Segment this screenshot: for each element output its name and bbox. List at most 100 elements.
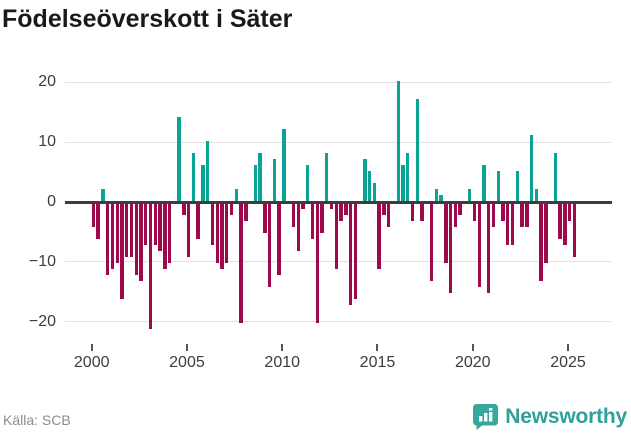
bar (282, 129, 286, 201)
bar (201, 165, 205, 201)
x-axis-tick (185, 344, 188, 351)
bar (339, 203, 343, 222)
x-axis-tick (376, 344, 379, 351)
bar (525, 203, 529, 228)
x-axis-tick (281, 344, 284, 351)
gridline (65, 141, 612, 143)
bar (448, 203, 453, 294)
y-axis-label: −20 (28, 312, 56, 330)
bar (482, 165, 486, 201)
bar (344, 203, 348, 216)
bar (501, 203, 505, 222)
bar (115, 203, 119, 264)
y-axis-label: 0 (47, 193, 56, 210)
bar (553, 153, 558, 201)
bar (139, 203, 143, 282)
bar (348, 203, 353, 306)
bar (158, 203, 162, 252)
bar (239, 203, 243, 324)
bar (186, 203, 191, 258)
bar (325, 153, 329, 201)
bar (263, 203, 267, 234)
bar (367, 171, 372, 201)
bar (220, 203, 224, 270)
bar (515, 171, 519, 201)
bar (225, 203, 229, 264)
gridline (65, 261, 612, 263)
bar (277, 203, 281, 276)
bar (453, 203, 458, 228)
bar (167, 203, 172, 264)
bar (125, 203, 129, 258)
bar (415, 99, 419, 201)
bar (110, 203, 115, 270)
y-axis-label: 10 (38, 133, 56, 151)
x-axis-year-label: 2020 (454, 354, 491, 371)
bar (410, 203, 415, 222)
source-label: Källa: SCB (3, 412, 71, 428)
x-axis-year-label: 2015 (359, 354, 396, 371)
bar (301, 203, 305, 210)
bar (320, 203, 324, 234)
bar (296, 203, 300, 252)
bar (396, 81, 400, 201)
bar (510, 203, 515, 246)
gridline (65, 81, 612, 83)
bar (406, 153, 410, 201)
bar (291, 203, 296, 228)
bar (315, 203, 319, 324)
y-axis-label: −10 (28, 252, 56, 270)
bar (258, 153, 262, 201)
bar (163, 203, 167, 270)
bar (244, 203, 248, 222)
gridline (65, 321, 612, 323)
bar (401, 165, 405, 201)
y-axis-label: 20 (38, 73, 56, 91)
newsworthy-logo: Newsworthy (472, 403, 627, 431)
bar (363, 159, 367, 201)
bar (206, 141, 210, 201)
bar (472, 203, 477, 222)
bar (353, 203, 358, 300)
bar (334, 203, 338, 270)
bar (129, 203, 134, 258)
zero-axis-line (65, 201, 612, 204)
x-axis-year-label: 2010 (264, 354, 301, 371)
bar (105, 203, 110, 276)
bar (568, 203, 572, 222)
bar (153, 203, 157, 246)
bar (377, 203, 381, 270)
bar (539, 203, 543, 282)
bar (234, 189, 238, 201)
bar (272, 159, 277, 201)
x-axis-year-label: 2025 (550, 354, 586, 371)
bar (458, 203, 462, 216)
bar (491, 203, 496, 228)
bar (477, 203, 481, 288)
bar (329, 203, 334, 210)
bar (529, 135, 534, 201)
bar (253, 165, 258, 201)
bar-chart-bubble-icon (472, 403, 499, 431)
bar (196, 203, 200, 240)
bar (520, 203, 524, 228)
bar (148, 203, 153, 330)
newsworthy-logo-text: Newsworthy (505, 405, 627, 428)
bar (558, 203, 562, 240)
bar (563, 203, 567, 246)
x-axis-year-label: 2005 (169, 354, 205, 371)
bar (439, 195, 443, 201)
bar (267, 203, 272, 288)
bar (91, 203, 96, 228)
bar (444, 203, 448, 264)
bar (310, 203, 315, 240)
plot-area (65, 75, 612, 345)
bar (506, 203, 510, 246)
bar (306, 165, 310, 201)
bar (120, 203, 124, 300)
bar (420, 203, 424, 222)
bar (572, 203, 577, 258)
bar (534, 189, 539, 201)
bar (372, 183, 377, 201)
